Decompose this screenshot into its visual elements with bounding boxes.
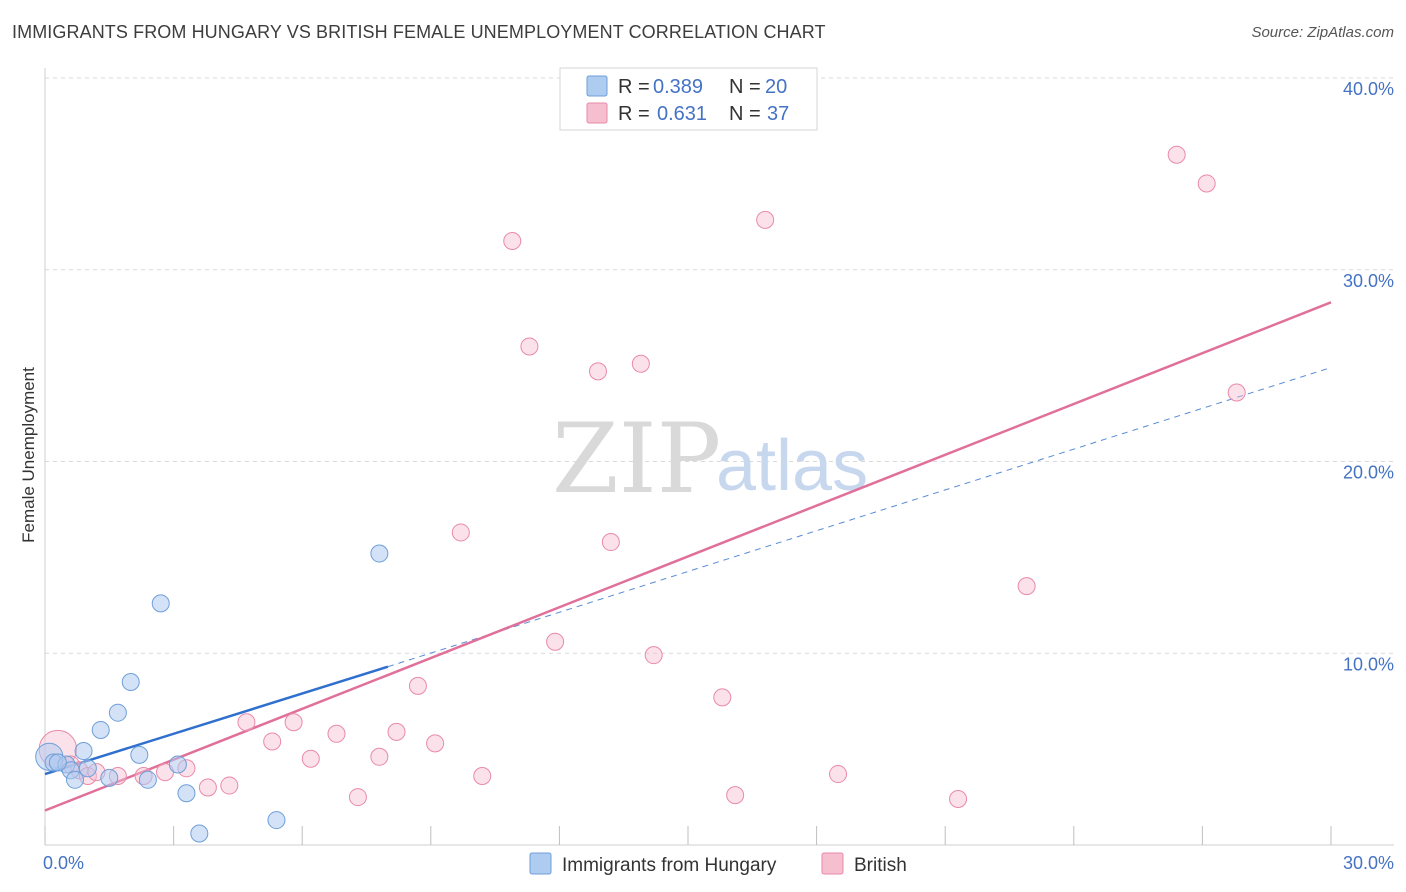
y-tick-label-3: 40.0%	[1343, 79, 1394, 99]
bottom-legend-swatch-british	[821, 852, 844, 875]
hungary-point-12	[138, 770, 157, 789]
british-point-15	[327, 724, 346, 743]
legend-n-label-hungary: N =	[729, 76, 761, 98]
british-point-36	[1167, 145, 1186, 164]
british-point-22	[473, 766, 492, 785]
hungary-point-9	[108, 703, 127, 722]
bottom-legend-swatch-hungary	[529, 852, 552, 875]
watermark-atlas: atlas	[716, 426, 868, 506]
british-point-26	[588, 362, 607, 381]
legend-r-label-hungary: R =	[618, 76, 650, 98]
hungary-point-17	[267, 811, 286, 830]
y-tick-label-1: 20.0%	[1343, 463, 1394, 483]
british-point-16	[348, 788, 367, 807]
bottom-legend-label-british: British	[854, 855, 907, 876]
british-point-9	[198, 778, 217, 797]
british-point-30	[713, 688, 732, 707]
british-point-20	[426, 734, 445, 753]
hungary-point-11	[130, 745, 149, 764]
hungary-point-5	[74, 742, 93, 761]
british-point-32	[756, 210, 775, 229]
british-point-37	[1197, 174, 1216, 193]
british-point-31	[726, 786, 745, 805]
gridlines	[45, 77, 1394, 654]
axes	[44, 68, 1394, 846]
hungary-points	[35, 544, 389, 843]
y-tick-labels: 10.0% 20.0% 30.0% 40.0%	[1343, 79, 1394, 674]
legend-swatch-british	[586, 102, 608, 124]
british-point-35	[1017, 577, 1036, 596]
source-label: Source: ZipAtlas.com	[1251, 24, 1394, 41]
hungary-point-16	[190, 824, 209, 843]
british-point-34	[949, 789, 968, 808]
hungary-point-13	[151, 594, 170, 613]
y-tick-label-2: 30.0%	[1343, 271, 1394, 291]
hungary-point-7	[91, 720, 110, 739]
legend-swatch-hungary	[586, 75, 608, 97]
hungary-point-14	[168, 755, 187, 774]
british-point-13	[284, 713, 303, 732]
hungary-point-15	[177, 784, 196, 803]
british-point-28	[631, 354, 650, 373]
british-point-18	[387, 722, 406, 741]
correlation-legend: R = 0.389 N = 20 R = 0.631 N = 37	[559, 67, 818, 131]
british-point-33	[829, 765, 848, 784]
y-axis-title: Female Unemployment	[19, 367, 38, 543]
british-point-38	[1227, 383, 1246, 402]
british-point-12	[263, 732, 282, 751]
legend-n-value-british: 37	[767, 103, 789, 125]
y-tick-label-0: 10.0%	[1343, 654, 1394, 674]
british-point-14	[301, 749, 320, 768]
legend-r-value-british: 0.631	[657, 103, 707, 125]
british-trend-line	[44, 301, 1332, 812]
british-point-24	[520, 337, 539, 356]
hungary-trend-line	[44, 665, 389, 776]
british-point-17	[370, 747, 389, 766]
british-point-21	[451, 523, 470, 542]
british-point-23	[503, 231, 522, 250]
x-tick-labels: 0.0% 30.0%	[43, 853, 1394, 873]
hungary-point-4	[66, 770, 85, 789]
legend-n-value-hungary: 20	[765, 76, 787, 98]
british-point-29	[644, 646, 663, 665]
hungary-point-6	[78, 759, 97, 778]
british-point-11	[237, 713, 256, 732]
british-point-27	[601, 533, 620, 552]
british-point-10	[220, 776, 239, 795]
hungary-point-18	[370, 544, 389, 563]
legend-r-value-hungary: 0.389	[653, 76, 703, 98]
hungary-point-8	[100, 768, 119, 787]
british-point-25	[546, 632, 565, 651]
bottom-legend-label-hungary: Immigrants from Hungary	[562, 855, 777, 876]
hungary-point-10	[121, 673, 140, 692]
series-legend: Immigrants from Hungary British	[529, 852, 907, 876]
hungary-trend-extension	[387, 367, 1332, 668]
trend-lines	[44, 301, 1332, 812]
hungary-point-19	[48, 753, 67, 772]
x-tick-label-0: 0.0%	[43, 853, 84, 873]
british-point-19	[408, 676, 427, 695]
chart-title: IMMIGRANTS FROM HUNGARY VS BRITISH FEMAL…	[12, 22, 826, 42]
legend-n-label-british: N =	[729, 103, 761, 125]
watermark-zip: ZIP	[552, 403, 721, 515]
legend-r-label-british: R =	[618, 103, 650, 125]
x-tick-label-1: 30.0%	[1343, 853, 1394, 873]
